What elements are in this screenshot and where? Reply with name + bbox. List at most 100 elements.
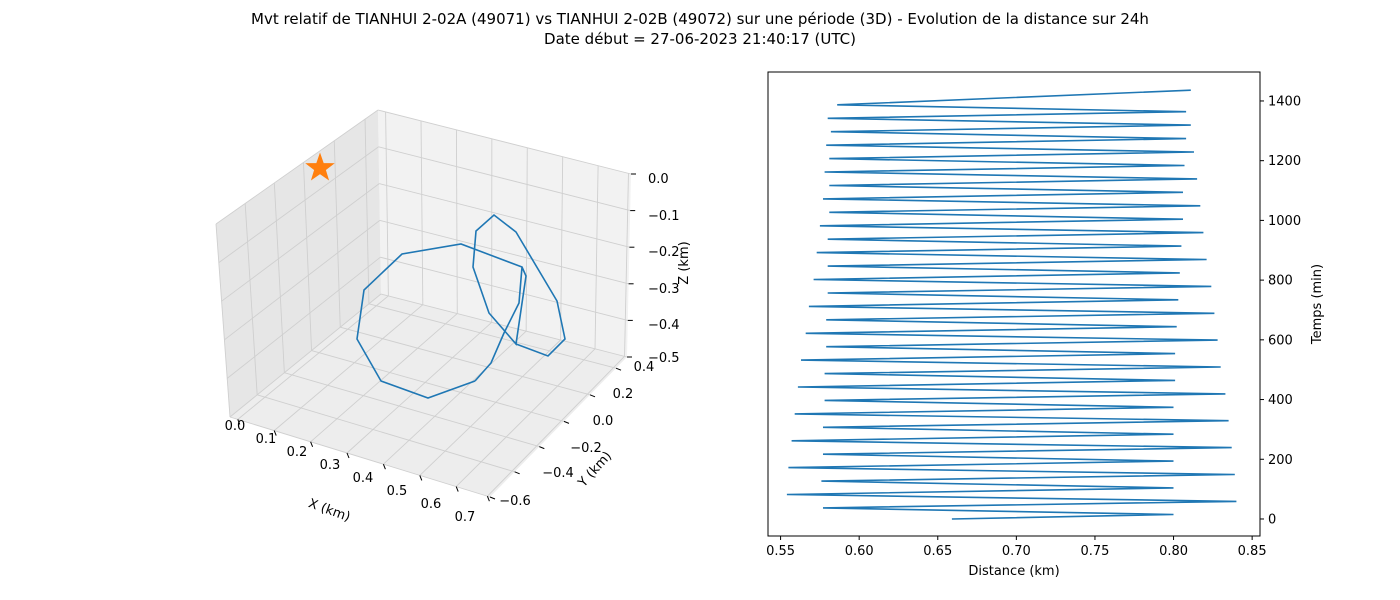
- y-tick-label-3d: 0.0: [593, 414, 614, 429]
- y-tick-label-2d: 800: [1268, 274, 1293, 289]
- x-grid-floor: [273, 304, 424, 431]
- z-grid-left: [221, 183, 380, 302]
- x-grid-back: [594, 165, 599, 349]
- y-tick-mark-3d: [615, 367, 622, 371]
- x-tick-label-3d: 0.3: [320, 458, 341, 473]
- x-tick-label-3d: 0.7: [455, 510, 476, 525]
- y-tick-mark-3d: [563, 420, 570, 424]
- x-tick-label-2d: 0.70: [1002, 544, 1031, 559]
- x-grid-back: [624, 173, 629, 357]
- y-tick-label-3d: −0.6: [499, 494, 531, 509]
- y-grid-floor: [257, 394, 515, 473]
- x-tick-label-3d: 0.2: [287, 445, 308, 460]
- y-tick-label-3d: 0.4: [634, 360, 655, 375]
- y-tick-label-2d: 1400: [1268, 94, 1301, 109]
- y-grid-floor: [368, 303, 617, 369]
- z-grid-back: [379, 219, 629, 285]
- x-tick-label-2d: 0.55: [766, 544, 795, 559]
- x-tick-label-2d: 0.65: [923, 544, 952, 559]
- y-grid-floor: [340, 326, 591, 396]
- x-grid-back: [420, 120, 424, 305]
- x-tick-mark-3d: [419, 475, 423, 481]
- x-tick-label-3d: 0.1: [256, 432, 277, 447]
- z-tick-label-3d: −0.4: [648, 318, 680, 333]
- z-tick-label-3d: −0.3: [648, 282, 680, 297]
- z-tick-label-3d: −0.5: [648, 351, 680, 366]
- origin-star-marker: [305, 152, 335, 181]
- plot-3d: 0.0 0.1 0.2 0.3 0.4 0.5 0.6 0.7 −0.6 −0.4 −0.2 0.0 0…: [215, 109, 692, 525]
- x-tick-mark-3d: [455, 486, 459, 492]
- y-tick-mark-3d: [489, 496, 496, 500]
- z-grid-back: [380, 293, 628, 358]
- z-grid-left: [224, 220, 381, 341]
- y-tick-label-2d: 400: [1268, 393, 1293, 408]
- z-grid-left: [226, 256, 381, 379]
- y-tick-label-3d: −0.2: [570, 441, 602, 456]
- z-tick-label-3d: 0.0: [648, 172, 669, 187]
- z-grid-left: [218, 146, 379, 263]
- x-grid-floor: [310, 313, 458, 443]
- x-grid-back: [455, 129, 458, 314]
- plot-2d: 0.55 0.60 0.65 0.70 0.75 0.80 0.85 0 200 400 600 8…: [766, 71, 1325, 579]
- x-tick-label-2d: 0.60: [845, 544, 874, 559]
- x-tick-label-2d: 0.85: [1238, 544, 1267, 559]
- y-tick-mark-3d: [589, 394, 596, 398]
- y-grid-floor: [311, 350, 565, 422]
- figure-title-line1: Mvt relatif de TIANHUI 2-02A (49071) vs …: [251, 10, 1149, 28]
- y-grid-left: [303, 162, 312, 351]
- x-tick-label-3d: 0.4: [353, 471, 374, 486]
- x-tick-label-3d: 0.0: [225, 419, 246, 434]
- z-grid-back: [379, 183, 630, 248]
- x-grid-floor: [383, 330, 527, 465]
- x-tick-mark-3d: [273, 430, 277, 436]
- x-grid-back: [385, 111, 389, 296]
- y-tick-label-3d: −0.4: [542, 466, 574, 481]
- y-tick-label-3d: 0.2: [613, 387, 634, 402]
- x-tick-mark-3d: [486, 496, 490, 502]
- trajectory-3d-line: [356, 213, 566, 399]
- plot-2d-frame: [767, 71, 1261, 537]
- x-tick-label-2d: 0.80: [1159, 544, 1188, 559]
- x-tick-mark-3d: [382, 464, 386, 470]
- z-grid-back: [380, 256, 628, 321]
- z-grid-left: [215, 109, 379, 225]
- pane-left: [216, 110, 381, 417]
- y-grid-left: [215, 223, 231, 418]
- y-tick-mark-3d: [539, 446, 545, 450]
- ticks-3d: 0.0 0.1 0.2 0.3 0.4 0.5 0.6 0.7 −0.6 −0.4 −0.2 0.0 0…: [225, 172, 680, 525]
- y-tick-label-2d: 600: [1268, 333, 1293, 348]
- z-tick-label-3d: −0.1: [648, 209, 680, 224]
- x-grid-floor: [455, 348, 596, 487]
- x-tick-mark-3d: [346, 452, 350, 459]
- x-ticks-2d: 0.55 0.60 0.65 0.70 0.75 0.80 0.85: [766, 536, 1267, 559]
- y-grid-left: [244, 203, 258, 395]
- y-tick-label-2d: 1000: [1268, 214, 1301, 229]
- y-tick-label-2d: 0: [1268, 512, 1276, 527]
- z-grid-left: [229, 293, 382, 418]
- pane-back: [378, 110, 631, 357]
- distance-series-line: [786, 89, 1237, 520]
- y-grid-left: [333, 140, 341, 328]
- x-tick-mark-3d: [310, 441, 314, 447]
- z-grid-back: [378, 146, 631, 212]
- y-tick-mark-3d: [514, 471, 520, 475]
- x-tick-label-2d: 0.75: [1080, 544, 1109, 559]
- y-grid-left: [273, 182, 285, 373]
- x-grid-floor: [237, 295, 389, 420]
- x-tick-label-3d: 0.6: [421, 497, 442, 512]
- y-grid-floor: [229, 416, 491, 498]
- y-grid-left: [364, 119, 370, 304]
- z-tick-label-3d: −0.2: [648, 245, 680, 260]
- x-grid-floor: [419, 339, 561, 476]
- x-axis-label-2d: Distance (km): [968, 564, 1059, 579]
- z-axis-label-3d: Z (km): [677, 241, 692, 284]
- y-ticks-2d: 0 200 400 600 800 1000 1200 1400: [1260, 94, 1301, 527]
- figure-title-line2: Date début = 27-06-2023 21:40:17 (UTC): [544, 30, 856, 48]
- x-grid-back: [525, 147, 528, 332]
- x-grid-floor: [487, 356, 625, 497]
- x-grid-back: [560, 156, 564, 340]
- x-tick-label-3d: 0.5: [387, 484, 408, 499]
- y-tick-label-2d: 1200: [1268, 154, 1301, 169]
- y-axis-label-2d: Temps (min): [1310, 264, 1325, 345]
